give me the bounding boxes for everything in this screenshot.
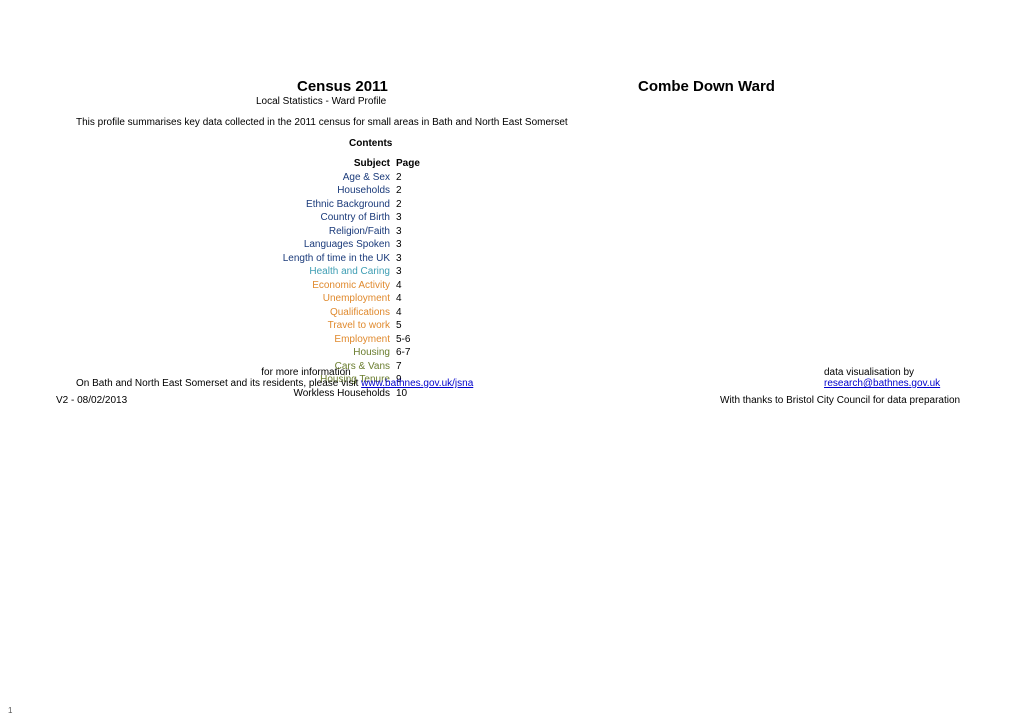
- toc-row: Ethnic Background2: [270, 199, 426, 213]
- toc-page: 4: [396, 280, 426, 294]
- more-info-line: On Bath and North East Somerset and its …: [76, 378, 536, 389]
- toc-header-subject: Subject: [270, 158, 396, 172]
- toc-subject: Economic Activity: [270, 280, 396, 294]
- toc-page: 3: [396, 266, 426, 280]
- toc-row: Travel to work5: [270, 320, 426, 334]
- version-text: V2 - 08/02/2013: [56, 395, 127, 406]
- toc-page: 10: [396, 388, 426, 402]
- footer-right: data visualisation by research@bathnes.g…: [824, 367, 1020, 389]
- toc-row: Languages Spoken3: [270, 239, 426, 253]
- toc-row: Age & Sex2: [270, 172, 426, 186]
- toc-page: 3: [396, 212, 426, 226]
- page-number: 1: [8, 706, 12, 715]
- toc-page: 3: [396, 226, 426, 240]
- toc-row: Religion/Faith3: [270, 226, 426, 240]
- toc-row: Economic Activity4: [270, 280, 426, 294]
- more-info-link[interactable]: www.bathnes.gov.uk/jsna: [361, 378, 473, 389]
- toc-subject: Length of time in the UK: [270, 253, 396, 267]
- contents-heading: Contents: [349, 138, 392, 149]
- thanks-text: With thanks to Bristol City Council for …: [720, 395, 960, 406]
- more-info-label: for more information: [76, 367, 536, 378]
- toc-row: Households2: [270, 185, 426, 199]
- toc-subject: Qualifications: [270, 307, 396, 321]
- ward-name: Combe Down Ward: [638, 78, 775, 95]
- toc-subject: Travel to work: [270, 320, 396, 334]
- toc-subject: Age & Sex: [270, 172, 396, 186]
- toc-subject: Housing: [270, 347, 396, 361]
- footer-left: for more information On Bath and North E…: [76, 367, 536, 389]
- toc-row: Health and Caring3: [270, 266, 426, 280]
- toc-row: Workless Households10: [270, 388, 426, 402]
- toc-subject: Unemployment: [270, 293, 396, 307]
- toc-page: 4: [396, 307, 426, 321]
- toc-table: Subject Page Age & Sex2Households2Ethnic…: [270, 158, 426, 401]
- table-of-contents: Subject Page Age & Sex2Households2Ethnic…: [270, 158, 426, 401]
- toc-page: 2: [396, 172, 426, 186]
- toc-page: 4: [396, 293, 426, 307]
- data-vis-link[interactable]: research@bathnes.gov.uk: [824, 378, 940, 389]
- toc-row: Employment5-6: [270, 334, 426, 348]
- toc-page: 5-6: [396, 334, 426, 348]
- document-subtitle: Local Statistics - Ward Profile: [256, 96, 386, 107]
- toc-subject: Ethnic Background: [270, 199, 396, 213]
- toc-row: Housing6-7: [270, 347, 426, 361]
- toc-row: Qualifications4: [270, 307, 426, 321]
- toc-subject: Employment: [270, 334, 396, 348]
- toc-page: 3: [396, 253, 426, 267]
- toc-subject: Households: [270, 185, 396, 199]
- toc-subject: Workless Households: [270, 388, 396, 402]
- toc-page: 5: [396, 320, 426, 334]
- toc-subject: Health and Caring: [270, 266, 396, 280]
- toc-page: 3: [396, 239, 426, 253]
- document-title: Census 2011: [297, 78, 388, 95]
- toc-subject: Religion/Faith: [270, 226, 396, 240]
- page-root: Census 2011 Combe Down Ward Local Statis…: [0, 0, 1020, 721]
- toc-subject: Languages Spoken: [270, 239, 396, 253]
- toc-row: Country of Birth3: [270, 212, 426, 226]
- toc-page: 2: [396, 199, 426, 213]
- toc-row: Length of time in the UK3: [270, 253, 426, 267]
- more-info-prefix: On Bath and North East Somerset and its …: [76, 378, 361, 389]
- data-vis-label: data visualisation by: [824, 367, 914, 378]
- toc-subject: Country of Birth: [270, 212, 396, 226]
- toc-page: 6-7: [396, 347, 426, 361]
- toc-header-page: Page: [396, 158, 426, 172]
- intro-text: This profile summarises key data collect…: [76, 117, 568, 128]
- toc-row: Unemployment4: [270, 293, 426, 307]
- toc-header-row: Subject Page: [270, 158, 426, 172]
- toc-page: 2: [396, 185, 426, 199]
